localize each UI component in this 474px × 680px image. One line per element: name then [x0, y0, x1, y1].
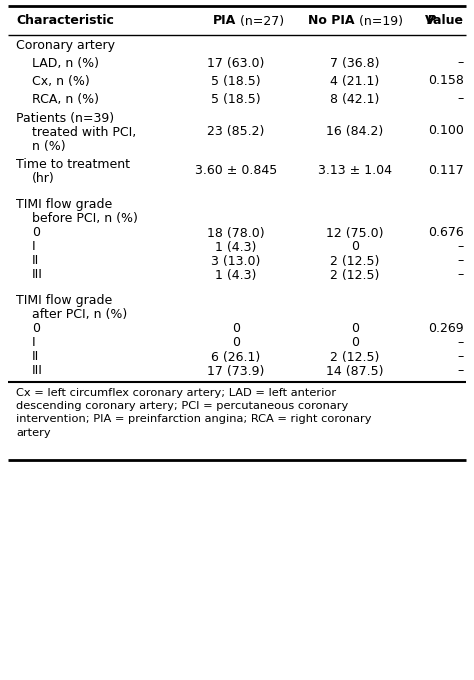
Text: P: P [427, 14, 436, 27]
Text: I: I [32, 337, 36, 350]
Text: 17 (63.0): 17 (63.0) [207, 56, 264, 69]
Text: –: – [458, 254, 464, 267]
Text: 1 (4.3): 1 (4.3) [215, 269, 257, 282]
Text: 6 (26.1): 6 (26.1) [211, 350, 261, 364]
Text: 3.13 ± 1.04: 3.13 ± 1.04 [318, 163, 392, 177]
Text: 0.676: 0.676 [428, 226, 464, 239]
Text: PIA: PIA [213, 14, 236, 27]
Text: –: – [458, 350, 464, 364]
Text: 0: 0 [32, 226, 40, 239]
Text: 0: 0 [232, 337, 240, 350]
Text: –: – [458, 269, 464, 282]
Text: 4 (21.1): 4 (21.1) [330, 75, 380, 88]
Text: Patients (n=39): Patients (n=39) [16, 112, 114, 125]
Text: 8 (42.1): 8 (42.1) [330, 92, 380, 105]
Text: 5 (18.5): 5 (18.5) [211, 75, 261, 88]
Text: 23 (85.2): 23 (85.2) [207, 124, 264, 137]
Text: –: – [458, 364, 464, 377]
Text: 0: 0 [351, 241, 359, 254]
Text: III: III [32, 269, 43, 282]
Text: II: II [32, 254, 39, 267]
Text: 0: 0 [232, 322, 240, 335]
Text: –: – [458, 337, 464, 350]
Text: –: – [458, 56, 464, 69]
Text: 2 (12.5): 2 (12.5) [330, 350, 380, 364]
Text: 2 (12.5): 2 (12.5) [330, 269, 380, 282]
Text: Characteristic: Characteristic [16, 14, 114, 27]
Text: 17 (73.9): 17 (73.9) [207, 364, 264, 377]
Text: Time to treatment: Time to treatment [16, 158, 130, 171]
Text: after PCI, n (%): after PCI, n (%) [32, 308, 127, 322]
Text: III: III [32, 364, 43, 377]
Text: Cx = left circumflex coronary artery; LAD = left anterior
descending coronary ar: Cx = left circumflex coronary artery; LA… [16, 388, 372, 438]
Text: (hr): (hr) [32, 172, 55, 186]
Text: before PCI, n (%): before PCI, n (%) [32, 212, 138, 225]
Text: RCA, n (%): RCA, n (%) [32, 92, 99, 105]
Text: n (%): n (%) [32, 140, 65, 153]
Text: –: – [458, 92, 464, 105]
Text: 3.60 ± 0.845: 3.60 ± 0.845 [195, 163, 277, 177]
Text: 16 (84.2): 16 (84.2) [327, 124, 383, 137]
Text: Coronary artery: Coronary artery [16, 39, 115, 52]
Text: No PIA: No PIA [309, 14, 355, 27]
Text: 0: 0 [351, 337, 359, 350]
Text: 0.158: 0.158 [428, 75, 464, 88]
Text: 7 (36.8): 7 (36.8) [330, 56, 380, 69]
Text: –: – [458, 241, 464, 254]
Text: I: I [32, 241, 36, 254]
Text: 14 (87.5): 14 (87.5) [326, 364, 384, 377]
Text: 18 (78.0): 18 (78.0) [207, 226, 265, 239]
Text: 0.100: 0.100 [428, 124, 464, 137]
Text: (n=27): (n=27) [236, 14, 284, 27]
Text: 0.269: 0.269 [428, 322, 464, 335]
Text: TIMI flow grade: TIMI flow grade [16, 294, 112, 307]
Text: II: II [32, 350, 39, 364]
Text: 12 (75.0): 12 (75.0) [326, 226, 384, 239]
Text: 0.117: 0.117 [428, 163, 464, 177]
Text: (n=19): (n=19) [355, 14, 403, 27]
Text: 2 (12.5): 2 (12.5) [330, 254, 380, 267]
Text: LAD, n (%): LAD, n (%) [32, 56, 99, 69]
Text: 0: 0 [32, 322, 40, 335]
Text: 3 (13.0): 3 (13.0) [211, 254, 261, 267]
Text: TIMI flow grade: TIMI flow grade [16, 199, 112, 211]
Text: Value: Value [425, 14, 464, 27]
Text: Cx, n (%): Cx, n (%) [32, 75, 90, 88]
Text: 0: 0 [351, 322, 359, 335]
Text: 5 (18.5): 5 (18.5) [211, 92, 261, 105]
Text: treated with PCI,: treated with PCI, [32, 126, 136, 139]
Text: 1 (4.3): 1 (4.3) [215, 241, 257, 254]
